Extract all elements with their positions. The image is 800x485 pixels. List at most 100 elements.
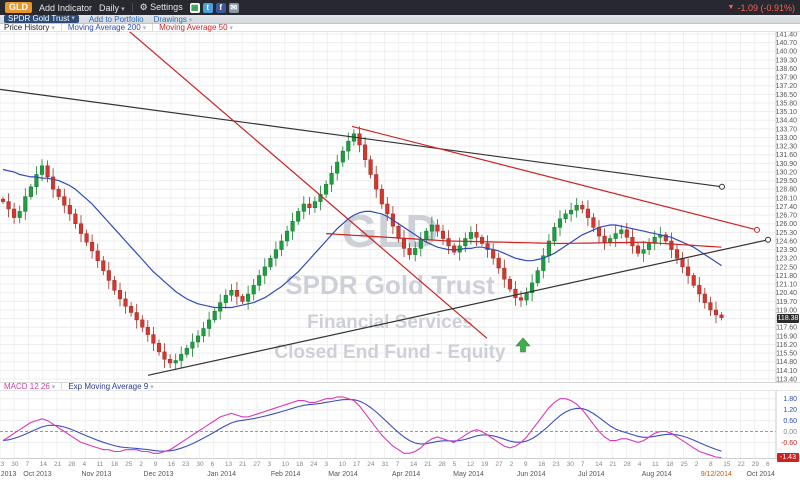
- week-tick-label: 13: [224, 461, 233, 468]
- month-label: Oct 2014: [746, 471, 775, 478]
- top-toolbar: GLD Add Indicator Daily ▾ ⚙ Settings ▦ t f ✉…: [0, 0, 800, 15]
- add-indicator-button[interactable]: Add Indicator: [39, 2, 93, 13]
- week-tick-label: 15: [723, 461, 731, 468]
- twitter-icon[interactable]: t: [202, 2, 213, 13]
- svg-text:141.40: 141.40: [776, 32, 798, 39]
- legend-price-history[interactable]: Price History ▾: [4, 23, 55, 32]
- chevron-down-icon: ▾: [121, 5, 125, 13]
- symbol-name-dropdown[interactable]: SPDR Gold Trust ▾: [4, 15, 79, 23]
- ascending-support-line: [147, 239, 769, 376]
- month-label: 2013: [0, 471, 17, 478]
- price-pane: 141.40 140.70 140.00 139.30 138.60 137.90 137.…: [0, 32, 800, 382]
- chart-icon[interactable]: ▦: [189, 2, 200, 13]
- svg-text:139.30: 139.30: [776, 57, 798, 64]
- svg-text:140.00: 140.00: [776, 49, 798, 56]
- ma-200-line: [2, 168, 722, 309]
- svg-text:140.70: 140.70: [776, 40, 798, 47]
- week-tick-label: 28: [438, 461, 446, 468]
- week-tick-label: 2: [694, 461, 699, 468]
- week-tick-label: 14: [595, 461, 603, 468]
- svg-text:128.80: 128.80: [776, 187, 798, 194]
- lower-highs-trendline-handle: [754, 226, 760, 233]
- week-tick-label: 23: [0, 461, 5, 468]
- month-label: Aug 2014: [641, 471, 672, 478]
- week-tick-label: 14: [409, 461, 418, 468]
- week-tick-label: 9: [523, 461, 528, 468]
- macd-line: [2, 396, 722, 458]
- steep-downtrend-line: [129, 32, 488, 339]
- week-tick-label: 21: [239, 461, 247, 468]
- month-label: Nov 2013: [81, 471, 112, 478]
- chevron-down-icon: ▾: [188, 16, 193, 24]
- share-icon[interactable]: ✉: [228, 2, 239, 13]
- legend-moving-average-200[interactable]: Moving Average 200 ▾: [67, 23, 147, 32]
- svg-text:130.20: 130.20: [776, 170, 798, 177]
- macd-value-badge: -1.43: [777, 453, 799, 462]
- week-tick-label: 2: [509, 461, 514, 468]
- week-tick-label: 10: [338, 461, 346, 468]
- week-tick-label: 21: [424, 461, 432, 468]
- svg-text:137.90: 137.90: [776, 75, 798, 82]
- week-tick-label: 10: [281, 461, 290, 468]
- symbol-badge[interactable]: GLD: [5, 2, 32, 13]
- svg-text:130.90: 130.90: [776, 161, 798, 168]
- svg-text:GLD: GLD: [341, 205, 438, 257]
- week-tick-label: 21: [53, 461, 62, 468]
- lower-highs-trendline: [351, 125, 758, 231]
- price-legend-bar: Price History ▾ Moving Average 200 ▾ Movin…: [0, 23, 800, 32]
- descending-resistance-line-handle: [719, 183, 725, 190]
- add-to-portfolio-link[interactable]: Add to Portfolio: [88, 14, 144, 24]
- trendline-drawings[interactable]: [0, 32, 771, 376]
- week-tick-label: 11: [652, 461, 659, 468]
- week-tick-label: 6: [765, 461, 770, 468]
- legend-macd[interactable]: MACD 12 26 ▾: [4, 382, 56, 391]
- horizontal-gridlines: [0, 33, 776, 380]
- week-tick-label: 4: [637, 461, 642, 468]
- down-triangle-icon: ▼: [727, 4, 735, 11]
- symbol-bar: SPDR Gold Trust ▾ Add to Portfolio Drawin…: [0, 15, 800, 24]
- timeframe-dropdown[interactable]: Daily ▾: [99, 2, 125, 13]
- svg-text:1.20: 1.20: [783, 407, 797, 414]
- svg-text:136.50: 136.50: [776, 92, 798, 99]
- week-tick-label: 24: [310, 461, 318, 468]
- month-label: Jan 2014: [207, 471, 236, 478]
- week-tick-label: 9: [153, 461, 158, 468]
- week-tick-label: 21: [609, 461, 617, 468]
- svg-text:Closed End Fund - Equity: Closed End Fund - Equity: [274, 342, 506, 363]
- week-tick-label: 28: [623, 461, 631, 468]
- drawings-menu[interactable]: Drawings ▾: [153, 14, 193, 24]
- svg-text:115.50: 115.50: [776, 351, 797, 358]
- x-axis: 2330714212841118252916233061321273101824…: [0, 458, 800, 485]
- svg-text:126.00: 126.00: [776, 221, 798, 228]
- month-label: Dec 2013: [143, 471, 174, 478]
- week-tick-label: 30: [11, 461, 19, 468]
- week-tick-label: 30: [196, 461, 204, 468]
- week-tick-label: 25: [125, 461, 133, 468]
- week-tick-label: 17: [353, 461, 361, 468]
- toolbar-divider: [131, 3, 133, 12]
- legend-moving-average-50[interactable]: Moving Average 50 ▾: [159, 23, 234, 32]
- month-label: May 2014: [453, 471, 484, 478]
- up-arrow-annotation[interactable]: [515, 337, 531, 353]
- month-label: Jul 2014: [578, 471, 605, 478]
- facebook-icon[interactable]: f: [215, 2, 226, 13]
- svg-text:SPDR Gold Trust: SPDR Gold Trust: [285, 270, 495, 300]
- svg-text:135.10: 135.10: [776, 109, 798, 116]
- week-tick-label: 23: [552, 461, 560, 468]
- week-tick-label: 22: [737, 461, 745, 468]
- gear-icon: ⚙: [139, 2, 148, 12]
- svg-text:137.20: 137.20: [776, 83, 798, 90]
- week-tick-label: 29: [751, 461, 759, 468]
- svg-text:123.20: 123.20: [776, 256, 798, 263]
- week-tick-label: 6: [210, 461, 215, 468]
- macd-chart-canvas[interactable]: 1.80 1.20 0.60 0.00 -0.60: [0, 391, 800, 458]
- month-label: Apr 2014: [391, 471, 421, 478]
- settings-button[interactable]: ⚙ Settings: [139, 2, 183, 12]
- week-tick-label: 3: [324, 461, 329, 468]
- legend-exp-moving-average[interactable]: Exp Moving Average 9 ▾: [68, 382, 154, 391]
- svg-text:120.40: 120.40: [776, 290, 798, 297]
- change-text: -1.09 (-0.91%): [737, 2, 795, 13]
- svg-text:125.30: 125.30: [776, 230, 798, 237]
- svg-text:1.80: 1.80: [783, 396, 797, 403]
